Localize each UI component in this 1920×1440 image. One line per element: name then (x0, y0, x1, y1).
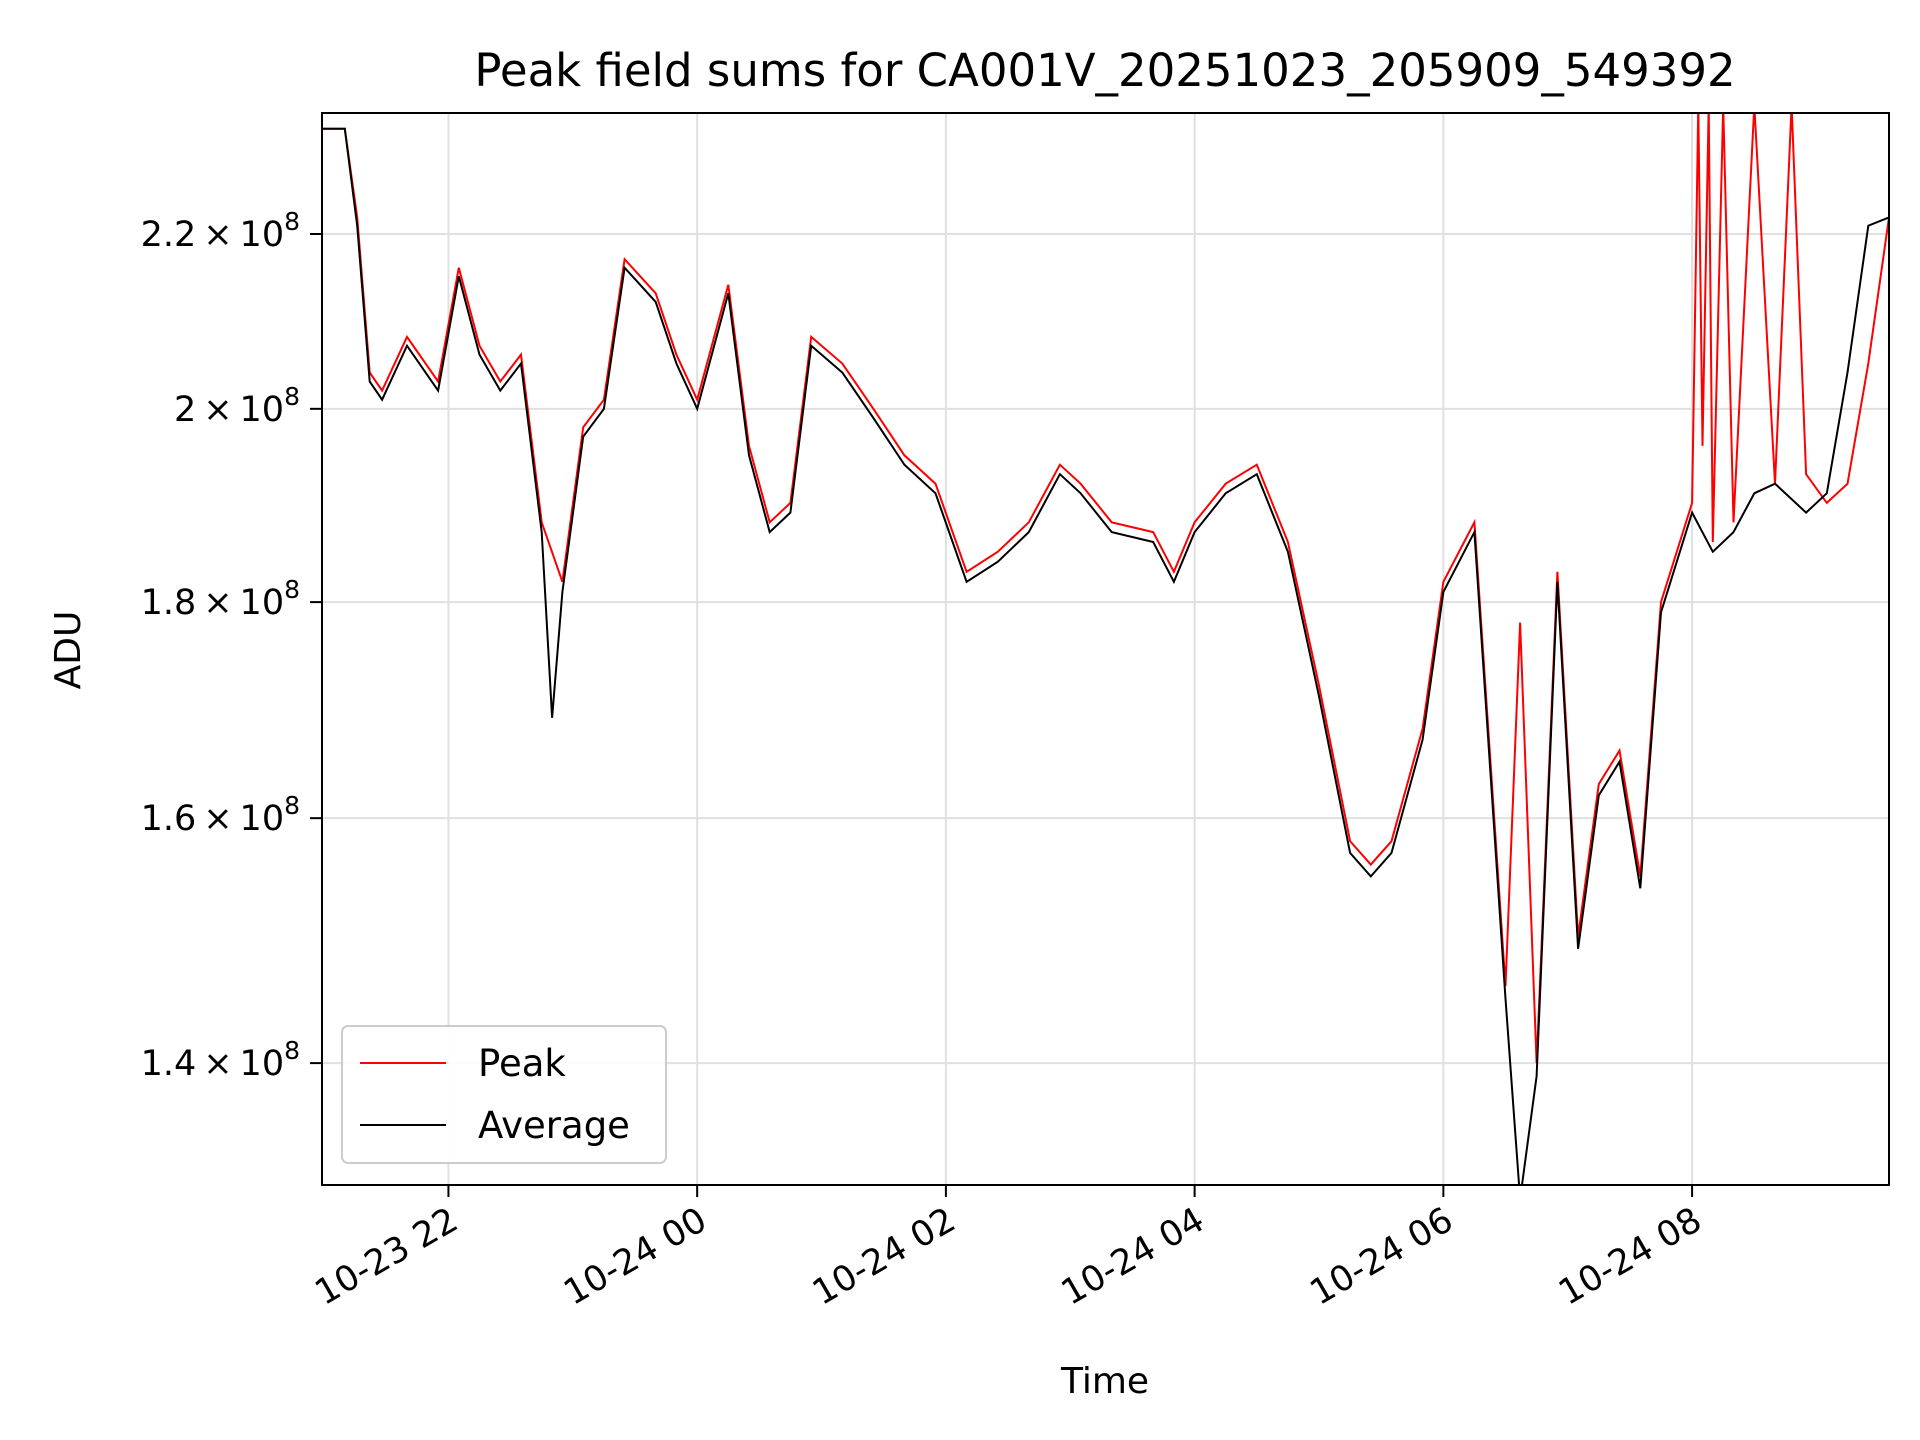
y-tick-label: 1.8 × 108 (141, 575, 300, 623)
legend-box (341, 1025, 667, 1164)
y-axis-ticks: 1.4 × 108 1.6 × 108 1.8 × 108 2 × 108 2.2 × … (141, 207, 322, 1084)
y-tick-label: 1.4 × 108 (141, 1036, 300, 1084)
y-axis-label: ADU (48, 611, 89, 690)
x-axis-label: Time (1060, 1361, 1149, 1402)
x-tick-label: 10-24 04 (1055, 1200, 1211, 1313)
series-line-peak (322, 113, 1889, 1064)
x-axis-ticks: 10-23 22 10-24 00 10-24 02 10-24 04 10-24 06… (309, 1185, 1709, 1313)
y-tick-label: 1.6 × 108 (141, 791, 300, 839)
plot-frame (321, 112, 1890, 1186)
legend-label-peak: Peak (478, 1042, 566, 1085)
y-tick-label: 2 × 108 (174, 382, 300, 430)
legend-label-average: Average (478, 1104, 630, 1147)
x-tick-label: 10-24 08 (1552, 1200, 1708, 1313)
x-tick-label: 10-24 02 (806, 1200, 962, 1313)
chart-title: Peak field sums for CA001V_20251023_2059… (474, 44, 1735, 97)
x-tick-label: 10-23 22 (309, 1200, 465, 1313)
plot-lines (322, 113, 1889, 1185)
legend: Peak Average (341, 1025, 667, 1164)
x-tick-label: 10-24 06 (1304, 1200, 1460, 1313)
y-tick-label: 2.2 × 108 (141, 207, 300, 255)
series-line-average (322, 127, 1889, 1185)
x-tick-label: 10-24 00 (557, 1200, 713, 1313)
